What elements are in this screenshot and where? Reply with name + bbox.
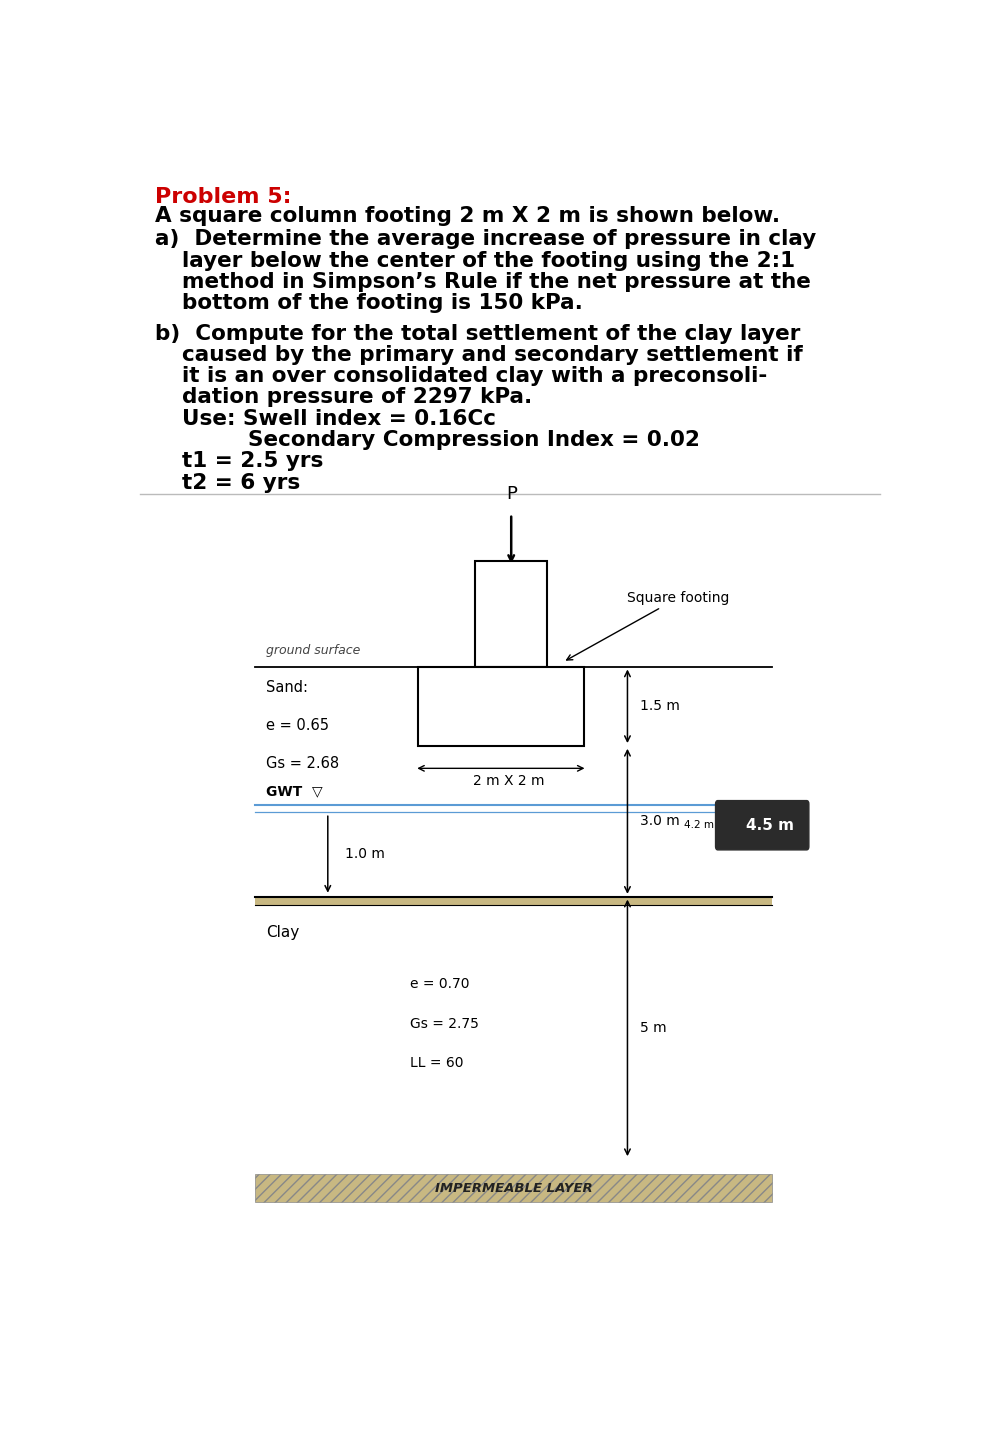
Text: 4.2 m: 4.2 m [683, 821, 714, 831]
Text: b)  Compute for the total settlement of the clay layer: b) Compute for the total settlement of t… [155, 323, 800, 343]
Text: 1.0 m: 1.0 m [344, 847, 385, 861]
Text: Secondary Compression Index = 0.02: Secondary Compression Index = 0.02 [248, 431, 699, 450]
Text: Problem 5:: Problem 5: [155, 186, 291, 207]
Polygon shape [717, 810, 731, 840]
Text: a)  Determine the average increase of pressure in clay: a) Determine the average increase of pre… [155, 230, 816, 249]
Text: bottom of the footing is 150 kPa.: bottom of the footing is 150 kPa. [182, 294, 582, 313]
Text: e = 0.65: e = 0.65 [265, 719, 328, 733]
Bar [255, 896, 771, 905]
Text: 4.5 m: 4.5 m [746, 818, 793, 832]
Text: Gs = 2.68: Gs = 2.68 [265, 757, 339, 771]
Text: 1.5 m: 1.5 m [639, 700, 679, 713]
Text: LL = 60: LL = 60 [411, 1056, 463, 1069]
Text: Sand:: Sand: [265, 679, 307, 695]
Text: IMPERMEABLE LAYER: IMPERMEABLE LAYER [434, 1181, 592, 1195]
FancyBboxPatch shape [715, 800, 808, 850]
Text: dation pressure of 2297 kPa.: dation pressure of 2297 kPa. [182, 387, 532, 407]
Text: Use: Swell index = 0.16Cc: Use: Swell index = 0.16Cc [182, 409, 496, 429]
Text: t2 = 6 yrs: t2 = 6 yrs [182, 473, 300, 493]
Text: ground surface: ground surface [265, 643, 360, 656]
Text: layer below the center of the footing using the 2:1: layer below the center of the footing us… [182, 250, 794, 271]
Bar [417, 666, 582, 746]
Text: t1 = 2.5 yrs: t1 = 2.5 yrs [182, 451, 323, 471]
Text: it is an over consolidated clay with a preconsoli-: it is an over consolidated clay with a p… [182, 367, 766, 386]
Text: GWT  ▽: GWT ▽ [265, 784, 322, 799]
Text: A square column footing 2 m X 2 m is shown below.: A square column footing 2 m X 2 m is sho… [155, 207, 779, 226]
Text: P: P [505, 485, 516, 502]
Text: Square footing: Square footing [567, 591, 729, 661]
Bar [474, 560, 547, 666]
Text: method in Simpson’s Rule if the net pressure at the: method in Simpson’s Rule if the net pres… [182, 272, 810, 292]
Text: 3.0 m: 3.0 m [639, 815, 679, 828]
Text: Clay: Clay [265, 925, 299, 940]
Text: caused by the primary and secondary settlement if: caused by the primary and secondary sett… [182, 345, 802, 365]
Text: e = 0.70: e = 0.70 [411, 978, 469, 991]
Text: 5 m: 5 m [639, 1021, 666, 1035]
Bar [255, 1174, 771, 1202]
Text: Gs = 2.75: Gs = 2.75 [411, 1017, 479, 1030]
Text: 2 m X 2 m: 2 m X 2 m [472, 774, 544, 789]
